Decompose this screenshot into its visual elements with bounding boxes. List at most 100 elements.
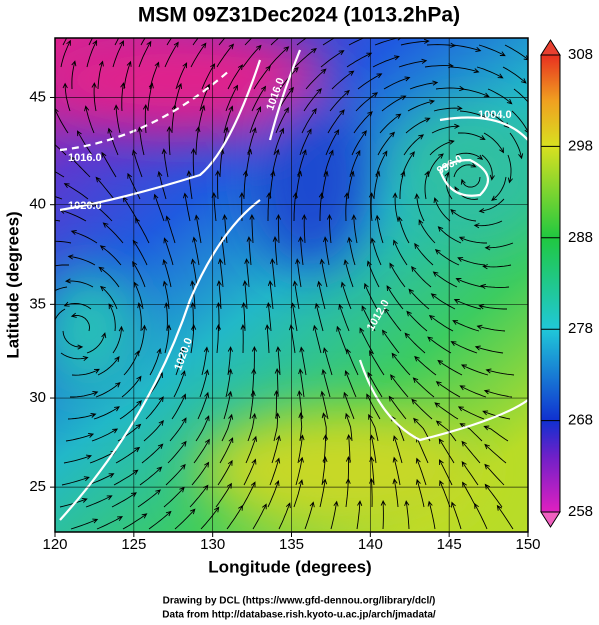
- streamline: [273, 127, 285, 156]
- streamline: [405, 117, 431, 134]
- streamline: [424, 63, 454, 69]
- x-tick-label: 130: [200, 536, 225, 553]
- streamline: [123, 350, 140, 376]
- chart-title: MSM 09Z31Dec2024 (1013.2hPa): [138, 4, 460, 27]
- streamline: [55, 108, 69, 134]
- streamline: [221, 413, 234, 442]
- streamline: [485, 368, 515, 376]
- streamline: [412, 377, 435, 398]
- streamline: [372, 55, 400, 68]
- streamline: [65, 433, 95, 442]
- streamline: [217, 258, 224, 288]
- streamline: [70, 391, 99, 398]
- streamline: [483, 389, 513, 398]
- plot-frame: [54, 37, 529, 533]
- streamline: [217, 459, 233, 486]
- streamline: [415, 478, 425, 508]
- streamline: [55, 144, 67, 156]
- streamline: [249, 390, 256, 420]
- streamline: [269, 258, 276, 288]
- streamline: [247, 412, 257, 442]
- streamline: [438, 438, 455, 464]
- streamline: [511, 110, 528, 134]
- streamline: [480, 283, 510, 289]
- streamline: [320, 50, 345, 68]
- streamline: [392, 192, 399, 222]
- streamline: [199, 369, 210, 398]
- streamline: [457, 406, 485, 420]
- streamline: [414, 242, 434, 266]
- streamline: [266, 191, 272, 221]
- streamline: [432, 271, 458, 288]
- streamline: [148, 510, 172, 530]
- streamline: [244, 258, 250, 288]
- streamline: [327, 109, 345, 134]
- streamline: [414, 193, 425, 222]
- streamline: [297, 149, 307, 178]
- streamline: [323, 149, 334, 178]
- streamline: [165, 215, 176, 244]
- streamline: [227, 346, 234, 376]
- streamline: [166, 38, 173, 46]
- streamline: [88, 38, 94, 46]
- streamline: [201, 346, 209, 376]
- streamline: [343, 259, 354, 288]
- streamline: [141, 443, 164, 464]
- streamline: [269, 170, 276, 200]
- streamline: [483, 425, 509, 442]
- streamline: [296, 38, 307, 46]
- streamline: [97, 356, 120, 376]
- streamline: [298, 236, 304, 266]
- streamline: [292, 192, 298, 222]
- streamline: [243, 458, 257, 486]
- x-axis-label: Longitude (degrees): [208, 557, 371, 576]
- streamline: [101, 151, 117, 178]
- streamline: [55, 196, 63, 200]
- streamline: [272, 236, 278, 266]
- streamline: [64, 278, 94, 288]
- x-tick-label: 135: [279, 536, 304, 553]
- streamline: [450, 209, 477, 222]
- streamline: [163, 237, 174, 266]
- streamline: [192, 236, 200, 266]
- streamline: [451, 501, 462, 530]
- contour-label: 1020.0: [68, 200, 102, 212]
- streamline: [434, 402, 459, 420]
- streamline: [336, 325, 348, 354]
- streamline: [223, 105, 234, 134]
- streamline: [434, 249, 460, 266]
- contour-label: 1004.0: [478, 109, 512, 121]
- streamline: [138, 324, 147, 354]
- streamline: [77, 130, 93, 156]
- streamline: [433, 197, 451, 222]
- colorbar-tick-label: 308: [568, 46, 593, 63]
- streamline: [200, 506, 220, 530]
- streamline: [143, 419, 164, 442]
- streamline: [484, 483, 503, 508]
- streamline: [353, 111, 373, 134]
- streamline: [433, 105, 463, 112]
- streamline: [305, 68, 327, 90]
- streamline: [391, 352, 411, 376]
- streamline: [137, 302, 143, 332]
- streamline: [450, 341, 478, 354]
- streamline: [111, 492, 137, 508]
- streamline: [190, 258, 198, 288]
- streamline: [453, 162, 477, 178]
- streamline: [361, 305, 376, 332]
- streamline: [478, 198, 505, 214]
- streamline: [55, 171, 65, 178]
- streamline: [173, 370, 186, 398]
- colorbar-tick-label: 268: [568, 412, 593, 429]
- colorbar-tick-label: 298: [568, 137, 593, 154]
- streamline: [245, 435, 258, 464]
- streamline: [509, 132, 524, 160]
- streamline: [366, 393, 381, 420]
- footer-text: Drawing by DCL (https://www.gfd-dennou.o…: [163, 596, 436, 607]
- streamline: [462, 481, 477, 508]
- streamline: [487, 88, 513, 105]
- streamline: [502, 66, 527, 84]
- streamline: [344, 370, 357, 398]
- streamline: [69, 156, 91, 178]
- streamline: [96, 516, 124, 530]
